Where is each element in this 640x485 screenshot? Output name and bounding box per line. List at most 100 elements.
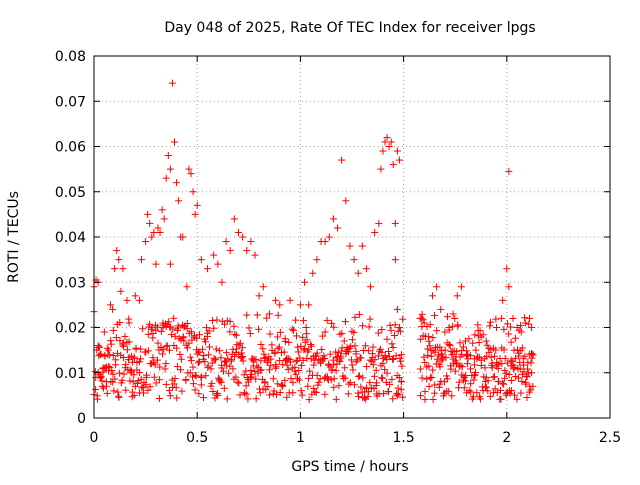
data-point <box>492 346 500 354</box>
data-point <box>350 329 358 337</box>
data-point <box>149 354 157 362</box>
data-point <box>473 389 481 397</box>
data-point <box>104 346 112 354</box>
data-point <box>274 345 282 353</box>
data-point <box>336 358 344 366</box>
data-point <box>180 323 188 331</box>
data-point <box>92 385 100 393</box>
data-point <box>491 385 499 393</box>
data-point <box>105 363 113 371</box>
data-point <box>119 265 127 273</box>
data-point <box>365 323 373 331</box>
data-point <box>509 365 517 373</box>
data-point <box>223 349 231 357</box>
data-point <box>107 301 115 309</box>
data-point <box>264 383 272 391</box>
data-point <box>103 344 111 352</box>
data-point <box>495 377 503 385</box>
data-point <box>357 383 365 391</box>
data-point <box>528 369 536 377</box>
data-point <box>389 161 397 169</box>
data-point <box>377 165 385 173</box>
data-point <box>391 219 399 227</box>
data-point <box>126 366 134 374</box>
data-point <box>334 224 342 232</box>
data-point <box>387 326 395 334</box>
data-point <box>299 333 307 341</box>
data-point <box>193 201 201 209</box>
data-point <box>205 343 213 351</box>
data-point <box>431 389 439 397</box>
data-point <box>131 292 139 300</box>
data-point <box>469 339 477 347</box>
data-point <box>162 380 170 388</box>
data-point <box>186 369 194 377</box>
data-point <box>195 390 203 398</box>
data-point <box>251 251 259 259</box>
data-point <box>511 334 519 342</box>
data-point <box>252 395 260 403</box>
data-point <box>107 340 115 348</box>
data-point <box>142 373 150 381</box>
data-point <box>225 369 233 377</box>
data-point <box>137 345 145 353</box>
data-point <box>140 389 148 397</box>
data-point <box>227 357 235 365</box>
data-point <box>144 330 152 338</box>
data-point <box>520 361 528 369</box>
data-point <box>278 381 286 389</box>
data-point <box>365 347 373 355</box>
data-point <box>385 347 393 355</box>
data-point <box>281 376 289 384</box>
data-point <box>134 380 142 388</box>
data-point <box>502 391 510 399</box>
data-point <box>296 354 304 362</box>
data-point <box>395 156 403 164</box>
data-point <box>383 369 391 377</box>
data-point <box>388 340 396 348</box>
data-point <box>301 278 309 286</box>
data-point <box>98 377 106 385</box>
data-point <box>303 330 311 338</box>
data-point <box>443 375 451 383</box>
data-point <box>316 375 324 383</box>
data-point <box>295 366 303 374</box>
data-point <box>129 378 137 386</box>
data-point <box>263 358 271 366</box>
data-point <box>153 356 161 364</box>
data-point <box>528 350 536 358</box>
data-point <box>390 331 398 339</box>
data-point <box>433 283 441 291</box>
data-point <box>425 383 433 391</box>
data-point <box>521 314 529 322</box>
data-point <box>507 338 515 346</box>
data-point <box>144 386 152 394</box>
data-point <box>192 372 200 380</box>
data-point <box>170 138 178 146</box>
data-point <box>165 387 173 395</box>
data-point <box>497 395 505 403</box>
data-point <box>453 292 461 300</box>
data-point <box>507 323 515 331</box>
data-point <box>474 321 482 329</box>
data-point <box>453 348 461 356</box>
data-point <box>295 376 303 384</box>
data-point <box>310 384 318 392</box>
data-point <box>264 357 272 365</box>
data-point <box>490 352 498 360</box>
data-point <box>429 334 437 342</box>
data-point <box>114 388 122 396</box>
data-point <box>232 373 240 381</box>
data-point <box>276 301 284 309</box>
data-point <box>462 372 470 380</box>
data-point <box>126 377 134 385</box>
data-point <box>379 360 387 368</box>
data-point <box>274 311 282 319</box>
data-point <box>261 379 269 387</box>
data-point <box>204 364 212 372</box>
data-point <box>125 315 133 323</box>
data-point <box>249 355 257 363</box>
data-point <box>244 378 252 386</box>
data-point <box>420 353 428 361</box>
data-point <box>284 366 292 374</box>
